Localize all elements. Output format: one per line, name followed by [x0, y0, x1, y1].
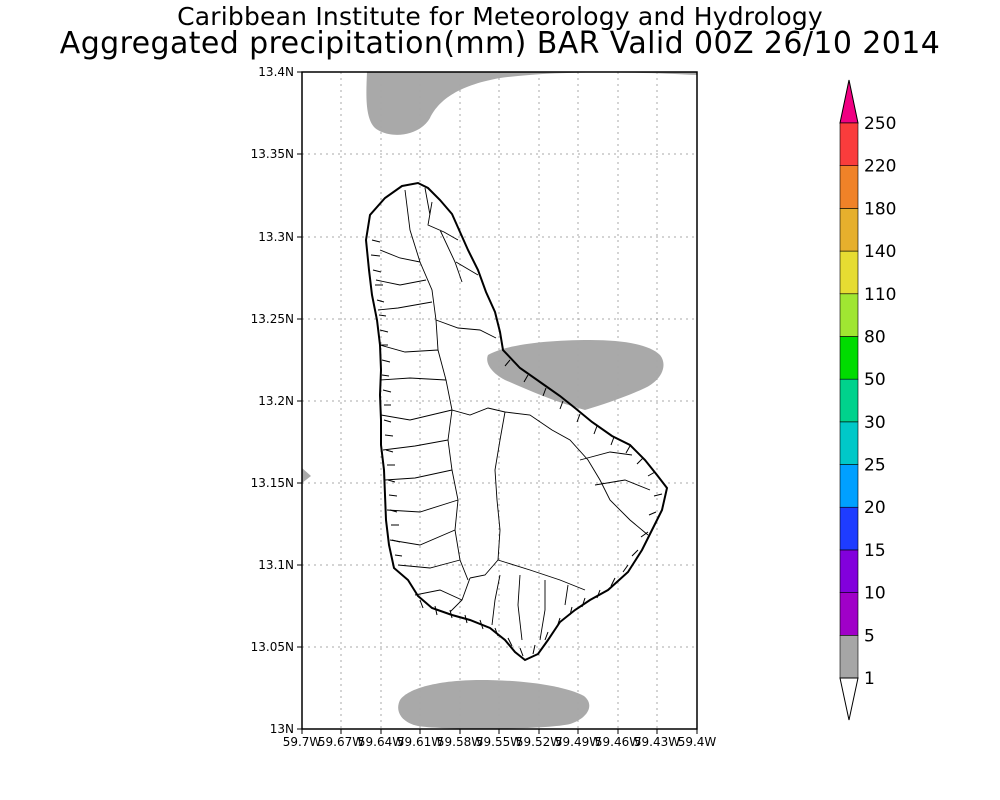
- colorbar-segment: [839, 208, 859, 252]
- lon-label: 59.46W: [595, 735, 641, 749]
- catchment-boundaries: [375, 187, 651, 641]
- lon-label: 59.55W: [476, 735, 522, 749]
- precip-areas: [302, 72, 697, 729]
- lon-label: 59.4W: [678, 735, 717, 749]
- colorbar-below-triangle: [839, 677, 859, 721]
- colorbar-segment: [839, 378, 859, 423]
- lat-label: 13.4N: [258, 65, 294, 79]
- lat-label: 13.15N: [251, 476, 294, 490]
- colorbar-level-label: 80: [864, 327, 886, 347]
- precip-area-north: [366, 72, 697, 135]
- colorbar-segment: [839, 122, 859, 166]
- lon-label: 59.58W: [437, 735, 483, 749]
- lon-label: 59.49W: [555, 735, 601, 749]
- colorbar-segment: [839, 250, 859, 295]
- colorbar-segment: [839, 421, 859, 465]
- map-grid: [302, 72, 697, 729]
- lon-label: 59.61W: [397, 735, 443, 749]
- colorbar-level-label: 10: [864, 584, 886, 604]
- colorbar-segment: [839, 592, 859, 636]
- colorbar-level-label: 110: [864, 285, 896, 305]
- colorbar-segment: [839, 549, 859, 593]
- precip-area-south: [398, 680, 590, 729]
- colorbar-level-label: 15: [864, 541, 886, 561]
- colorbar-segment: [839, 635, 859, 679]
- island-barbados: [364, 181, 669, 662]
- colorbar-level-label: 220: [864, 157, 896, 177]
- lat-label: 13N: [270, 722, 294, 736]
- precip-area-west-edge: [302, 468, 311, 483]
- colorbar-level-label: 180: [864, 199, 896, 219]
- island-coastline: [364, 181, 669, 662]
- coast-hatching: [370, 239, 663, 657]
- lat-label: 13.35N: [251, 147, 294, 161]
- precip-area-east: [487, 340, 664, 410]
- colorbar-level-label: 50: [864, 370, 886, 390]
- colorbar-segment: [839, 336, 859, 380]
- lon-axis-labels: 59.7W 59.67W 59.64W 59.61W 59.58W 59.55W…: [283, 735, 717, 749]
- colorbar-level-label: 140: [864, 242, 896, 262]
- institute-title: Caribbean Institute for Meteorology and …: [177, 2, 823, 31]
- lon-label: 59.52W: [516, 735, 562, 749]
- lat-axis-labels: 13N 13.05N 13.1N 13.15N 13.2N 13.25N 13.…: [251, 65, 294, 736]
- colorbar-level-label: 250: [864, 114, 896, 134]
- colorbar-level-label: 5: [864, 626, 875, 646]
- lon-label: 59.43W: [634, 735, 680, 749]
- lat-label: 13.2N: [258, 394, 294, 408]
- lon-label: 59.7W: [283, 735, 322, 749]
- colorbar-above-triangle: [839, 79, 859, 124]
- colorbar-level-label: 30: [864, 413, 886, 433]
- map-title: Aggregated precipitation(mm) BAR Valid 0…: [59, 26, 941, 61]
- lon-label: 59.64W: [358, 735, 404, 749]
- colorbar-segment: [839, 165, 859, 209]
- colorbar-segment: [839, 293, 859, 337]
- colorbar-level-label: 1: [864, 669, 875, 689]
- lat-label: 13.25N: [251, 312, 294, 326]
- axis-tick-marks: [297, 71, 698, 734]
- colorbar-level-label: 20: [864, 498, 886, 518]
- colorbar-level-label: 25: [864, 456, 886, 476]
- lat-label: 13.3N: [258, 230, 294, 244]
- lon-label: 59.67W: [318, 735, 364, 749]
- colorbar-segment: [839, 464, 859, 508]
- lat-label: 13.05N: [251, 640, 294, 654]
- lat-label: 13.1N: [258, 558, 294, 572]
- colorbar-segment: [839, 506, 859, 551]
